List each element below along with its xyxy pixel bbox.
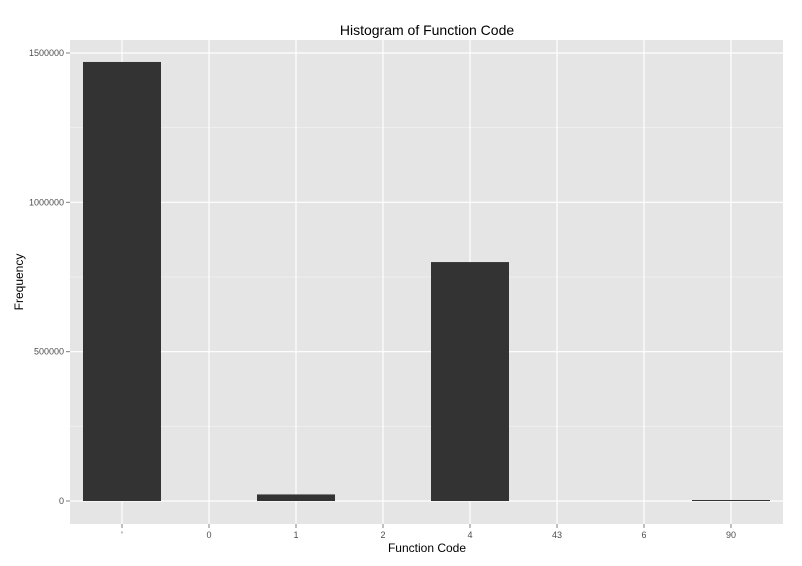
minor-gridlines <box>70 127 783 427</box>
x-tick-label: 4 <box>467 530 472 540</box>
bar-' <box>83 61 161 502</box>
x-tick-label: 2 <box>380 530 385 540</box>
y-tick-label: 1500000 <box>29 48 64 58</box>
x-axis: ' 0 1 2 4 43 6 90 <box>121 524 736 540</box>
x-tick-label: 1 <box>293 530 298 540</box>
bars <box>83 61 770 502</box>
y-axis-title: Frequency <box>12 254 26 311</box>
bar-1 <box>257 494 335 501</box>
y-tick-label: 1000000 <box>29 197 64 207</box>
x-tick-label: ' <box>121 530 123 540</box>
major-gridlines <box>70 40 783 524</box>
x-tick-label: 43 <box>552 530 562 540</box>
y-tick-label: 0 <box>59 496 64 506</box>
bar-90 <box>692 500 770 501</box>
plot-panel <box>70 40 783 524</box>
chart-title: Histogram of Function Code <box>340 22 515 38</box>
bar-4 <box>431 262 509 501</box>
x-tick-label: 90 <box>726 530 736 540</box>
y-tick-label: 500000 <box>34 347 64 357</box>
y-axis: 0 500000 1000000 1500000 <box>29 48 70 506</box>
x-tick-label: 0 <box>206 530 211 540</box>
x-axis-title: Function Code <box>388 541 466 555</box>
x-tick-label: 6 <box>641 530 646 540</box>
